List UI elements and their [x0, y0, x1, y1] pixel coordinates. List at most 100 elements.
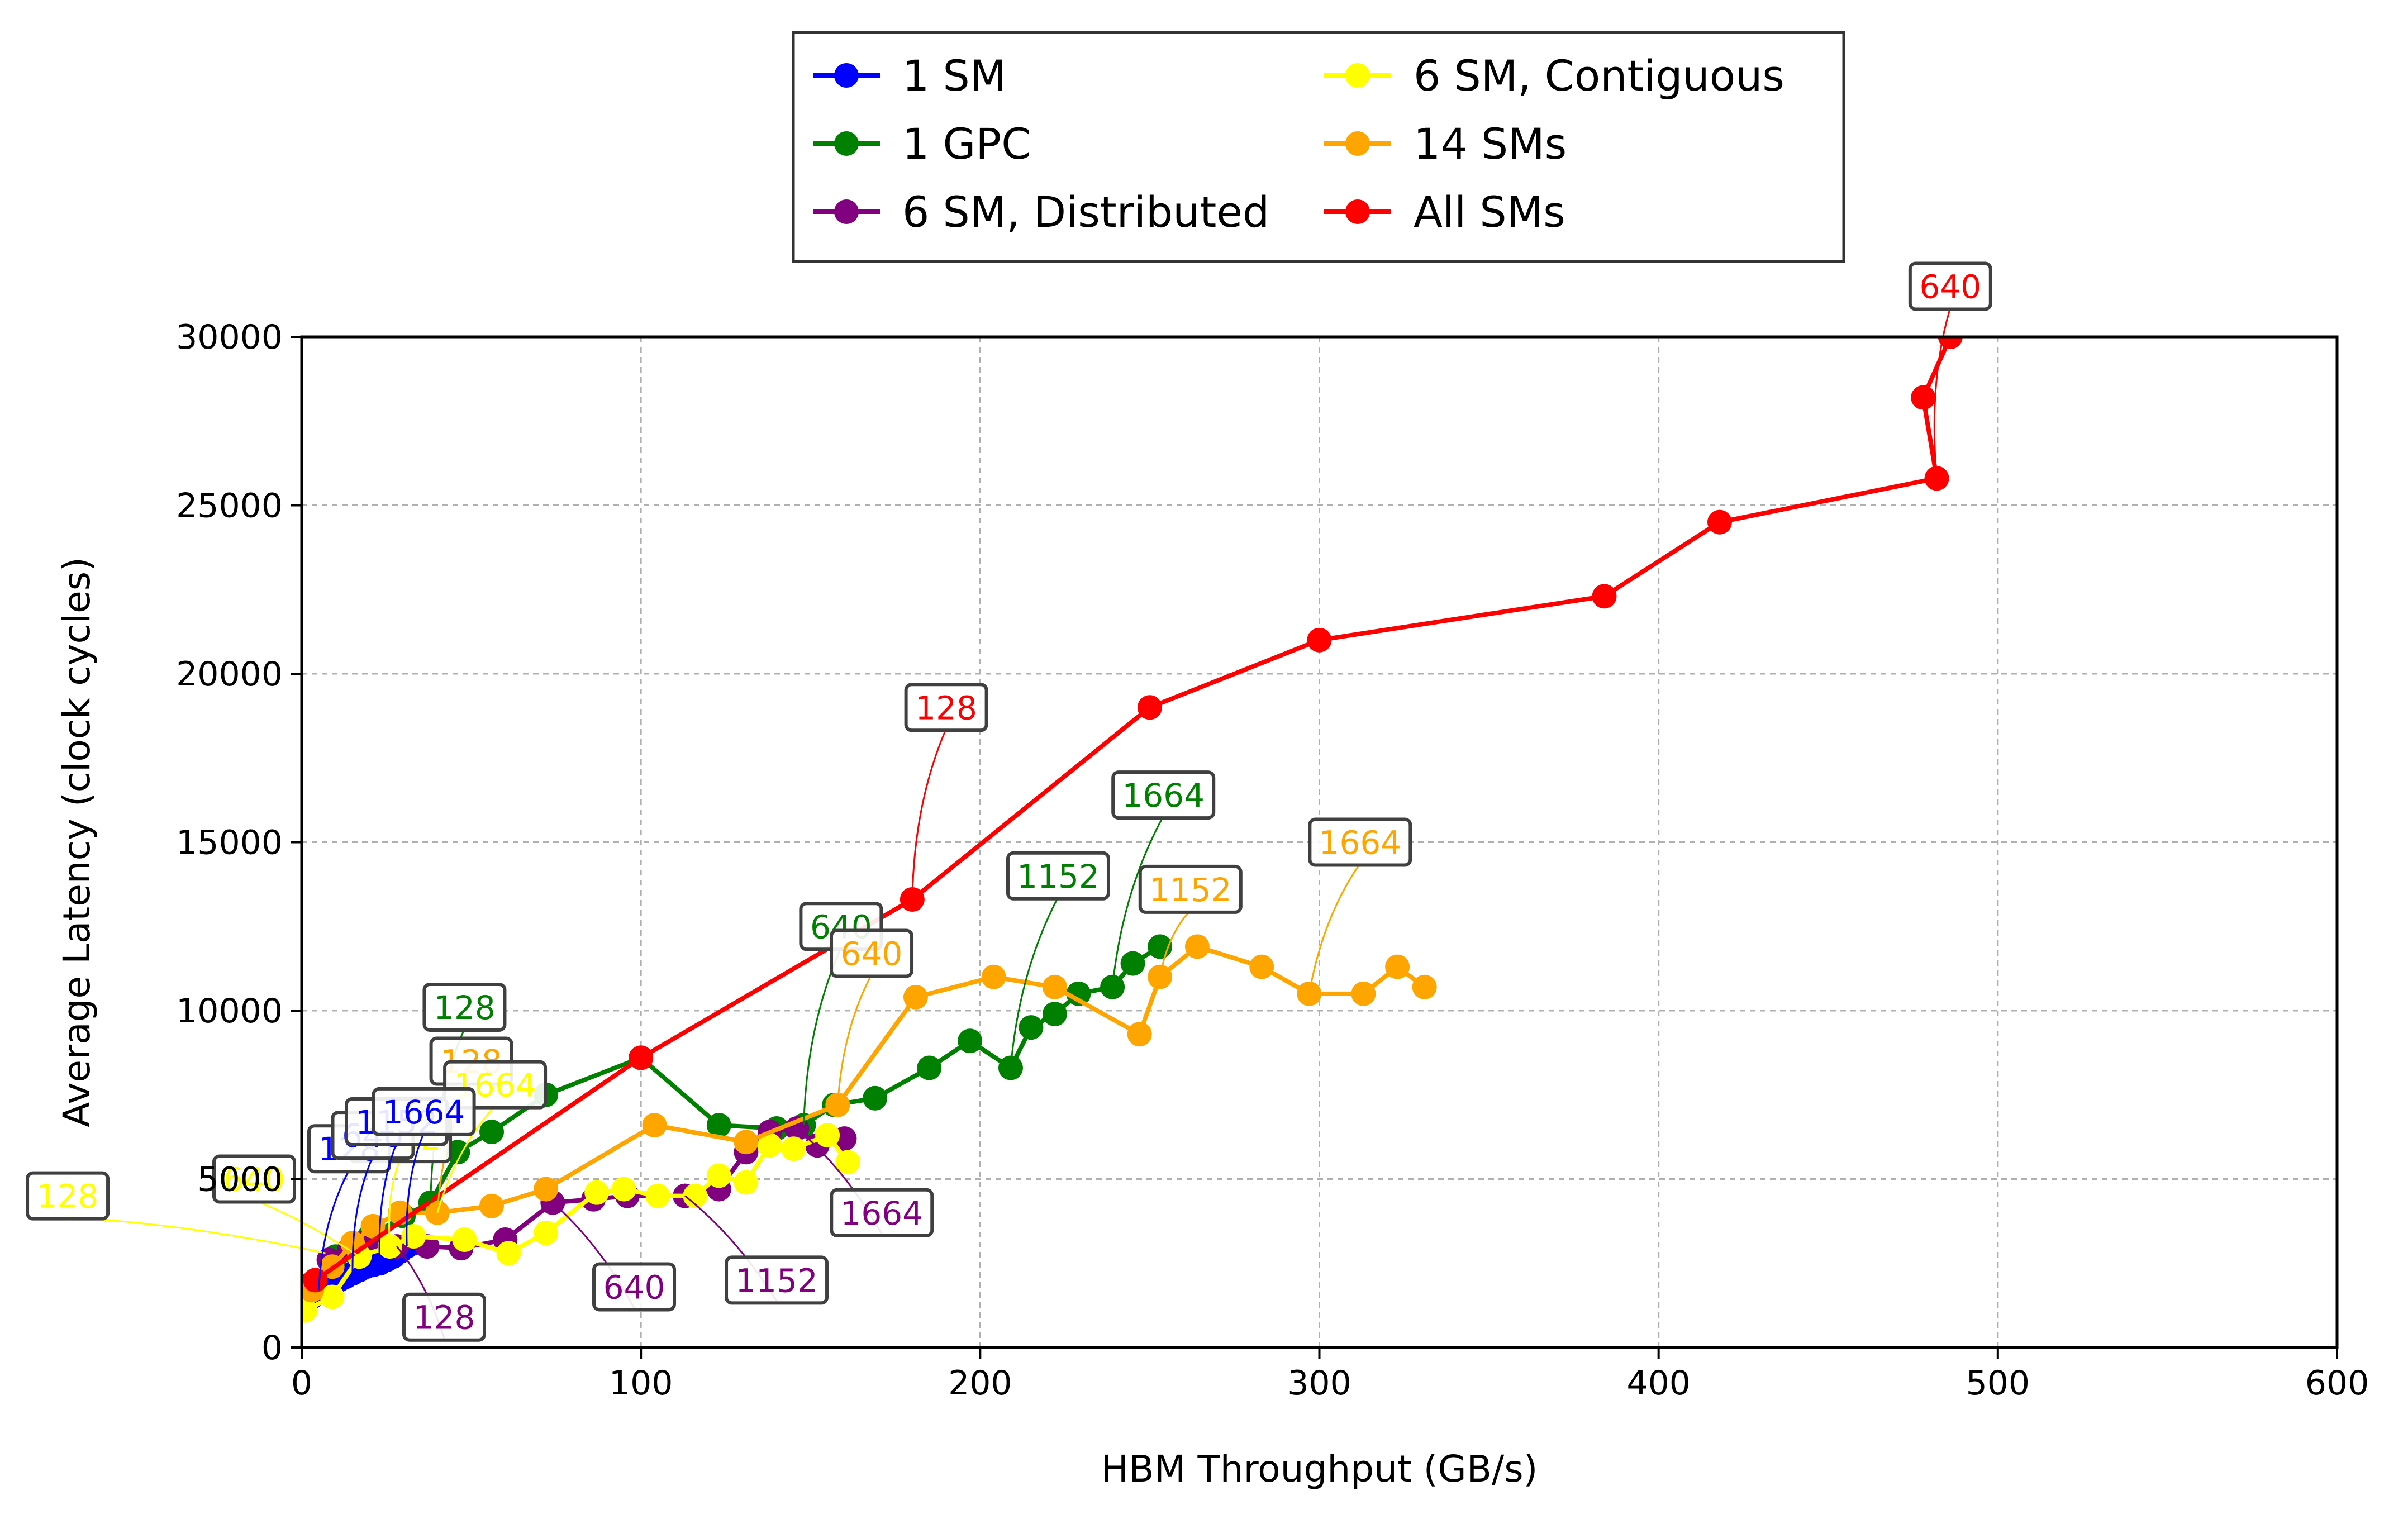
plot-series: [302, 336, 1963, 1323]
annotation-box: [1006, 851, 1110, 901]
legend-swatch-marker: [1345, 199, 1370, 224]
annotation-connector: [378, 1142, 398, 1264]
data-point: [584, 1180, 610, 1205]
data-point: [611, 1177, 636, 1202]
data-point: [781, 1136, 806, 1161]
legend-swatch-marker: [1345, 131, 1370, 156]
y-tick-label: 20000: [176, 655, 283, 694]
data-point: [815, 1123, 840, 1148]
annotation-label: 1152: [1149, 871, 1232, 909]
data-point: [534, 1220, 559, 1245]
y-tick-label: 30000: [176, 318, 283, 357]
annotation-6-sm-distributed-1152: 1152: [684, 1195, 829, 1305]
y-tick-label: 10000: [176, 992, 283, 1031]
data-point: [1019, 1015, 1044, 1040]
annotation-connector: [67, 1216, 326, 1254]
x-tick-label: 400: [1626, 1364, 1691, 1403]
data-point: [1592, 584, 1617, 609]
legend-label: 6 SM, Contiguous: [1414, 51, 1784, 101]
data-point: [1042, 974, 1067, 999]
annotation-connector: [1111, 816, 1164, 987]
annotation-14-sms-1664: 1664: [1308, 817, 1412, 994]
data-point: [479, 1120, 505, 1145]
y-tick-label: 15000: [176, 823, 283, 863]
data-point: [1127, 1022, 1152, 1047]
annotation-label: 1664: [383, 1093, 465, 1131]
annotation-connector: [436, 1105, 496, 1213]
annotation-6-sm-distributed-640: 640: [552, 1202, 677, 1312]
legend-swatch-marker: [834, 131, 859, 156]
annotation-label: 1664: [840, 1194, 923, 1232]
annotation-connector: [406, 1132, 425, 1247]
legend-swatch-marker: [1345, 63, 1370, 88]
data-point: [1412, 974, 1437, 999]
annotation-connector: [1308, 863, 1361, 994]
legend-entry-6-sm-contiguous: 6 SM, Contiguous: [1324, 51, 1784, 101]
annotation-all-sms-128: 128: [904, 683, 988, 900]
x-tick-label: 600: [2305, 1364, 2369, 1403]
annotation-6-sm-distributed-128: 128: [396, 1246, 487, 1342]
annotation-label: 640: [1919, 268, 1981, 306]
data-point: [1066, 981, 1091, 1006]
data-point: [303, 1268, 328, 1293]
data-point: [981, 964, 1006, 989]
annotation-all-sms-640: 640: [1908, 261, 1992, 479]
y-tick-label: 25000: [176, 487, 283, 526]
data-point: [1120, 951, 1145, 976]
data-point: [835, 1150, 860, 1175]
annotation-1-gpc-1664: 1664: [1111, 770, 1216, 987]
data-point: [1707, 509, 1732, 535]
annotation-1-sm-1664: 1664: [372, 1087, 476, 1247]
data-point: [645, 1183, 670, 1208]
annotation-box: [26, 1171, 110, 1221]
annotation-box: [725, 1255, 829, 1305]
annotation-connector: [317, 1169, 350, 1291]
x-tick-label: 500: [1966, 1364, 2030, 1403]
legend-entry-1-sm: 1 SM: [813, 51, 1006, 101]
legend-label: 1 SM: [902, 51, 1006, 101]
data-point: [1307, 627, 1332, 653]
data-point: [302, 1298, 318, 1323]
x-tick-label: 0: [291, 1364, 312, 1403]
data-point: [683, 1183, 708, 1208]
annotation-box: [1138, 864, 1243, 914]
series-6-sm-contiguous: [302, 1123, 860, 1323]
data-point: [734, 1170, 759, 1195]
data-point: [706, 1113, 731, 1138]
annotation-label: 1664: [1319, 824, 1402, 862]
annotation-box: [1111, 770, 1216, 820]
x-tick-label: 100: [609, 1364, 673, 1403]
series-all-sms: [303, 336, 1963, 1293]
data-point: [958, 1028, 983, 1054]
annotation-label: 1152: [1017, 858, 1100, 896]
data-point: [452, 1227, 477, 1253]
data-point: [757, 1133, 782, 1158]
annotation-connector: [1010, 897, 1059, 1068]
data-point: [706, 1163, 731, 1188]
legend-frame: [792, 31, 1845, 263]
x-tick-label: 300: [1287, 1364, 1351, 1403]
annotation-6-sm-contiguous-128: 128: [26, 1171, 326, 1254]
annotation-box: [1908, 261, 1992, 311]
data-point: [1385, 954, 1410, 979]
annotation-1-gpc-128: 128: [422, 982, 507, 1203]
legend-label: 14 SMs: [1414, 119, 1567, 169]
annotation-14-sms-1152: 1152: [1138, 864, 1243, 977]
annotation-connector: [254, 1199, 360, 1258]
legend-label: 6 SM, Distributed: [902, 187, 1269, 237]
x-axis-label: HBM Throughput (GB/s): [1101, 1447, 1538, 1491]
data-point: [1911, 385, 1936, 410]
axis-ticks: 0 100 200 300 400 500 600 0 5000 10000 15000 20000 2…: [176, 318, 2369, 1403]
annotation-connector: [1933, 307, 1952, 479]
legend: 1 SM 1 GPC 6 SM, Distributed 6 SM, Contiguo…: [792, 31, 1845, 263]
data-point: [917, 1055, 942, 1080]
annotation-box: [904, 683, 988, 732]
annotations: 128 640 128 640 1152 1664 128 640 1152 1664 128 640…: [26, 261, 1992, 1342]
data-point: [863, 1085, 888, 1111]
data-point: [401, 1224, 426, 1249]
annotation-box: [1308, 817, 1412, 867]
legend-entry-1-gpc: 1 GPC: [813, 119, 1031, 169]
data-point: [1042, 1002, 1067, 1027]
annotation-label: 1664: [1122, 777, 1205, 815]
